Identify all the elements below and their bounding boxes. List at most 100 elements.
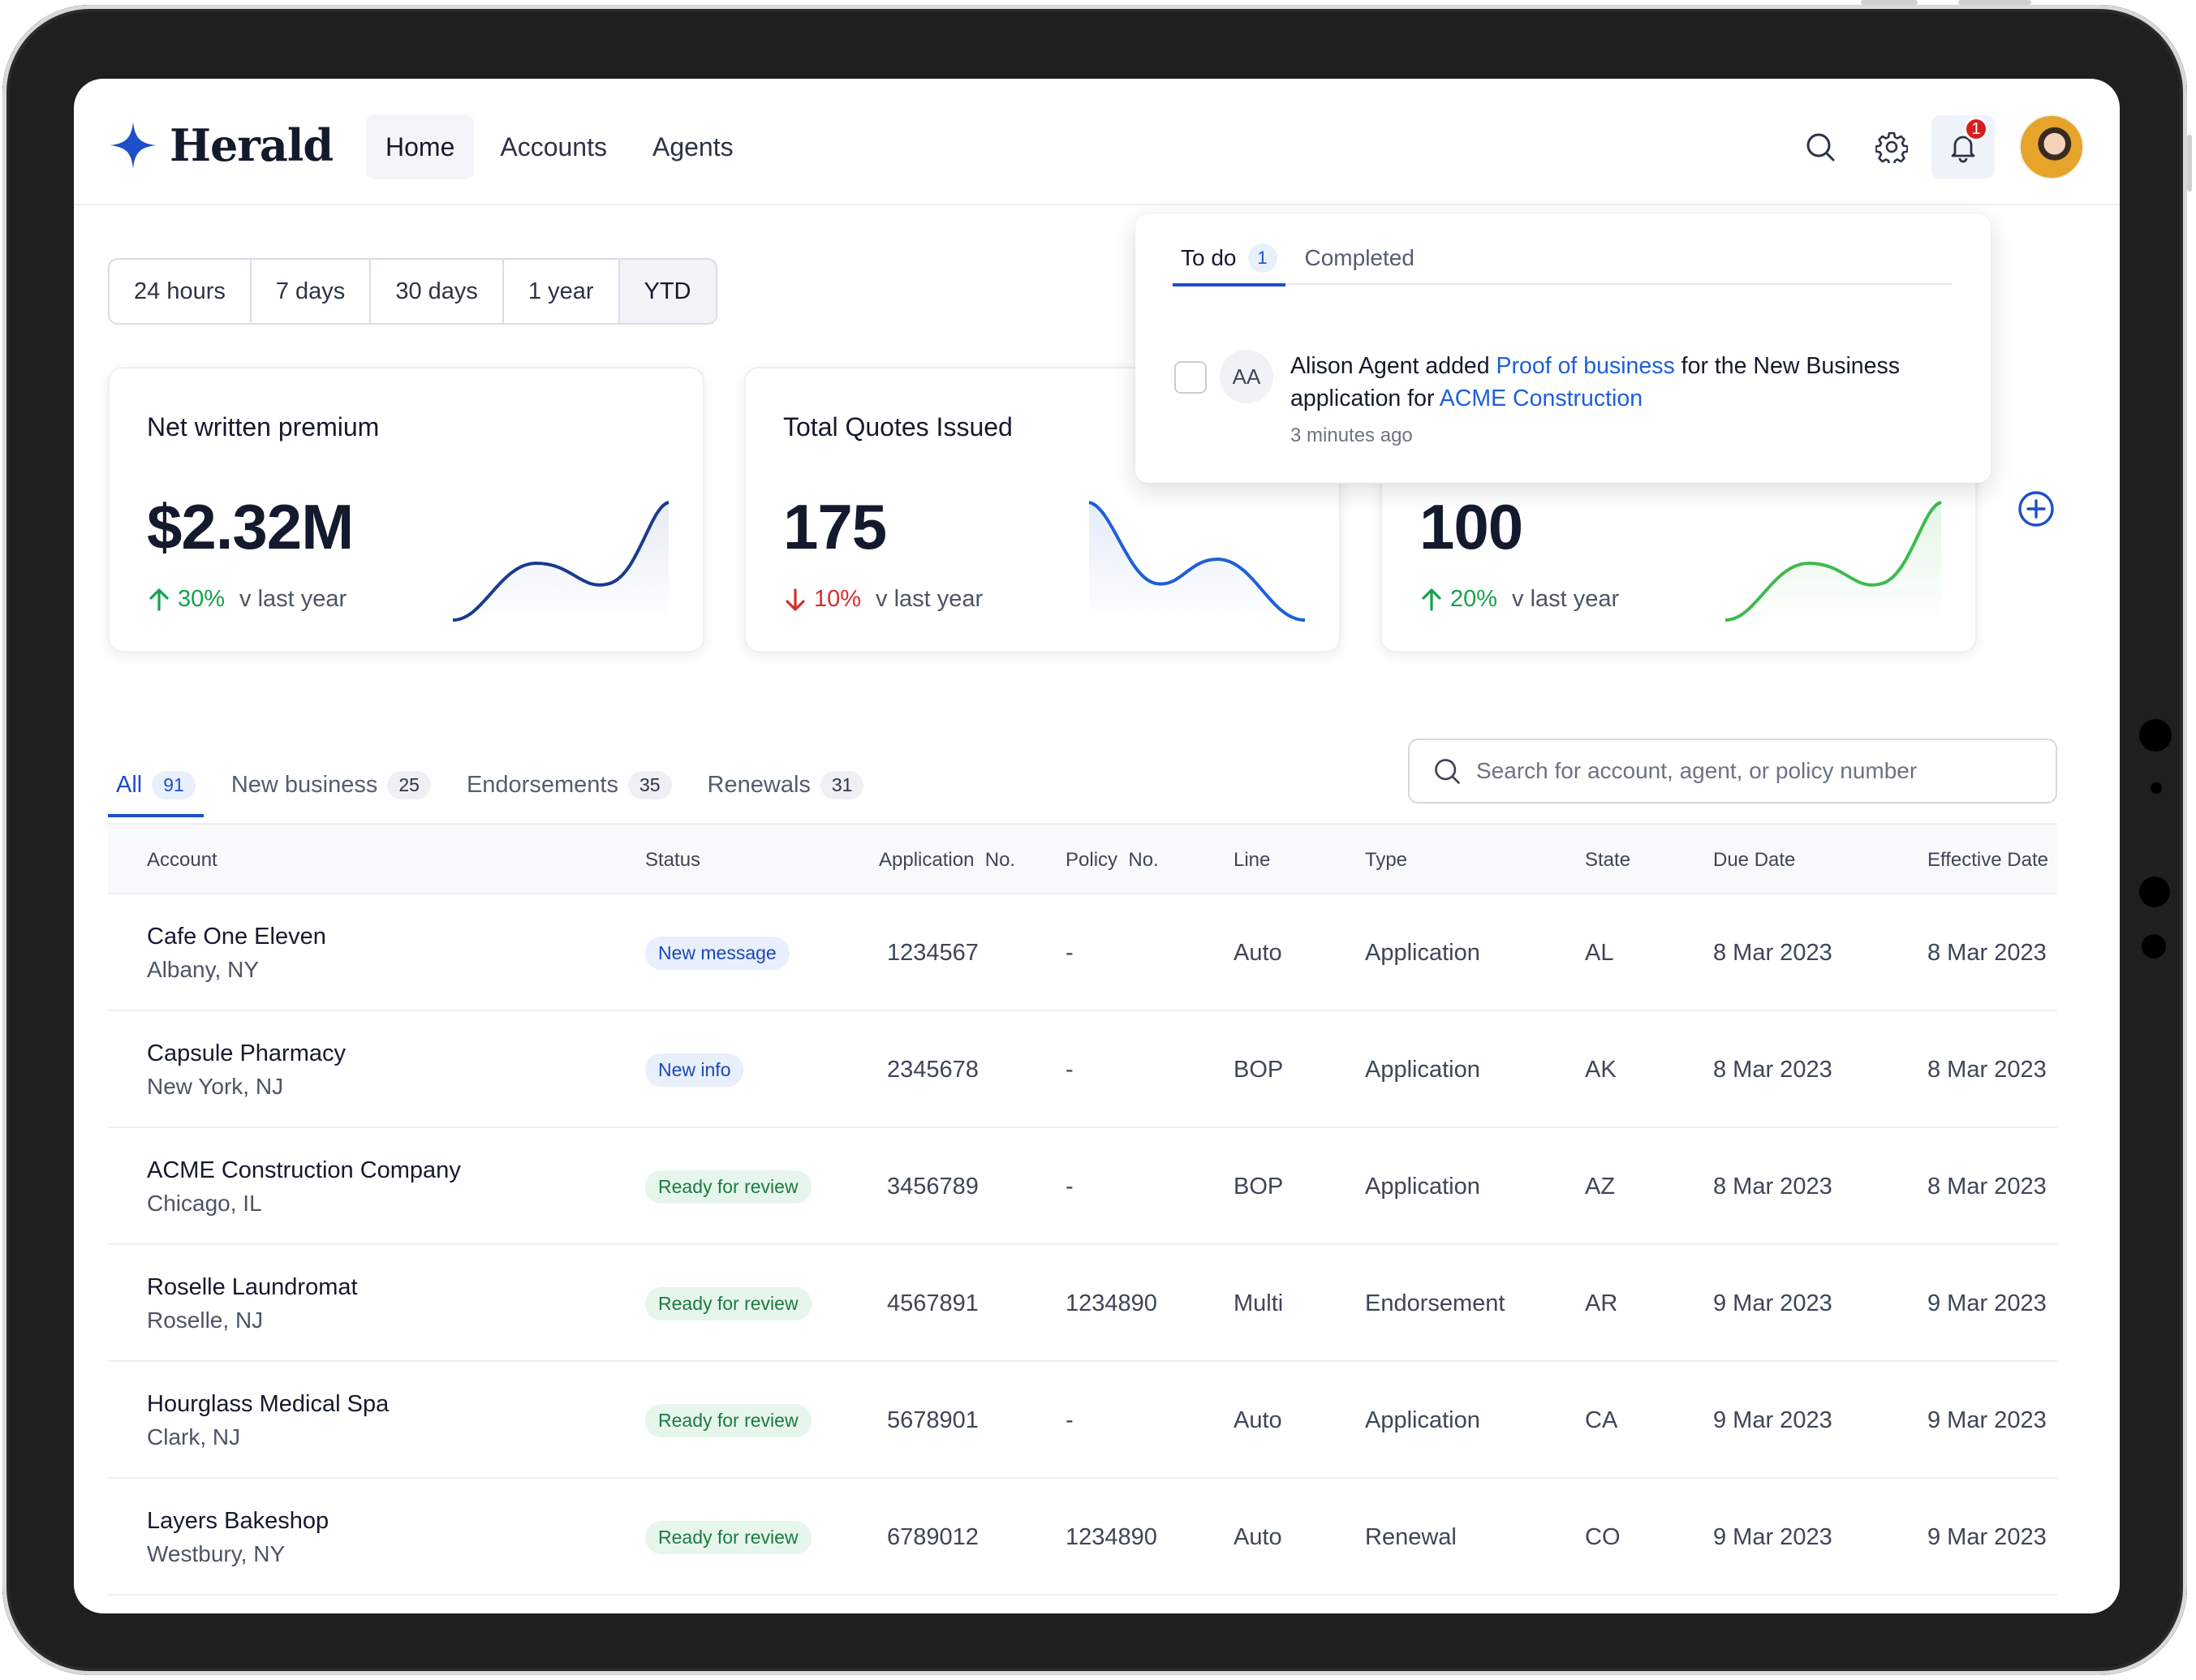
tab-to-do[interactable]: To do 1 [1173,231,1285,286]
tab-new-business[interactable]: New business 25 [223,752,439,817]
account-link[interactable]: ACME Construction [1439,386,1643,411]
account-location: Westbury, NY [147,1540,286,1566]
cell-type: Renewal [1365,1523,1457,1550]
cell-effective-date: 8 Mar 2023 [1927,939,2047,966]
cell-due-date: 9 Mar 2023 [1713,1290,1832,1316]
metric-value: $2.32M [147,491,354,562]
col-policy-no[interactable]: Policy No. [1066,849,1159,871]
cell-account: ACME Construction Company Chicago, IL [147,1128,461,1245]
tab-all[interactable]: All 91 [108,752,204,817]
user-avatar[interactable] [2019,114,2084,179]
settings-button[interactable] [1860,115,1923,179]
status-badge: Ready for review [645,1286,812,1320]
tab-renewals[interactable]: Renewals 31 [700,752,872,817]
cell-line: BOP [1234,1056,1284,1083]
table-row[interactable]: ACME Construction Company Chicago, IL Read… [108,1128,2057,1245]
account-name[interactable]: ACME Construction Company [147,1157,461,1183]
popover-tabs: To do 1 Completed [1173,231,1952,286]
nav-home[interactable]: Home [366,114,475,179]
table-row[interactable]: Roselle Laundromat Roselle, NJ Ready for r… [108,1245,2057,1362]
tab-completed[interactable]: Completed [1297,231,1423,285]
tab-label: New business [230,771,378,798]
period-7-days[interactable]: 7 days [252,260,372,323]
message-text: added [1419,353,1496,379]
arrow-up-icon [149,588,169,611]
period-ytd[interactable]: YTD [619,260,716,323]
header-actions: 1 [1780,114,2084,179]
add-metric-button[interactable] [2017,489,2056,532]
table-row[interactable]: Hourglass Medical Spa Clark, NJ Ready for … [108,1362,2057,1479]
cell-status: New message [645,894,790,1011]
accounts-table: Account Status Application No. Policy No… [108,823,2057,1596]
metric-value: 175 [783,491,887,562]
status-badge: New info [645,1053,744,1087]
col-account[interactable]: Account [147,849,217,871]
search-button[interactable] [1789,115,1852,179]
status-badge: New message [645,936,790,970]
account-name[interactable]: Hourglass Medical Spa [147,1390,390,1417]
account-name[interactable]: Capsule Pharmacy [147,1040,346,1066]
tab-count: 31 [820,770,864,799]
tab-count: 25 [387,770,431,799]
delta-label: v last year [876,586,984,612]
col-status[interactable]: Status [645,849,701,871]
table-row[interactable]: Capsule Pharmacy New York, NJ New info 2345… [108,1011,2057,1128]
table-row[interactable]: Cafe One Eleven Albany, NY New message 1234… [108,894,2057,1011]
delta-label: v last year [239,586,347,612]
document-link[interactable]: Proof of business [1496,353,1675,379]
delta-percent: 20% [1450,586,1498,612]
account-location: Clark, NJ [147,1424,241,1450]
filter-tabs: All 91 New business 25 Endorsements 35 R… [108,752,891,817]
top-button [1958,0,2031,5]
account-location: Chicago, IL [147,1190,262,1216]
cell-line: Auto [1234,1523,1282,1550]
todo-checkbox[interactable] [1174,361,1207,394]
account-location: Roselle, NJ [147,1307,264,1333]
gear-icon [1875,131,1908,163]
cell-status: Ready for review [645,1479,812,1596]
nav-agents[interactable]: Agents [652,131,734,162]
col-state[interactable]: State [1585,849,1631,871]
cell-status: Ready for review [645,1362,812,1479]
notification-time: 3 minutes ago [1290,424,1413,446]
account-name[interactable]: Cafe One Eleven [147,923,326,950]
cell-effective-date: 8 Mar 2023 [1927,1173,2047,1200]
table-row[interactable]: Layers Bakeshop Westbury, NY Ready for rev… [108,1479,2057,1596]
period-30-days[interactable]: 30 days [371,260,504,323]
arrow-up-icon [1422,588,1441,611]
metric-card-premium[interactable]: Net written premium $2.32M 30% v last ye… [108,367,704,653]
col-effective-date[interactable]: Effective Date [1927,849,2048,871]
search-icon [1806,133,1835,162]
top-bar: Herald Home Accounts Agents [74,79,2120,205]
nav-accounts[interactable]: Accounts [500,131,607,162]
cell-due-date: 8 Mar 2023 [1713,1056,1832,1083]
col-due-date[interactable]: Due Date [1713,849,1796,871]
search-icon [1435,759,1460,784]
col-type[interactable]: Type [1365,849,1408,871]
tab-label: Completed [1304,245,1414,270]
top-button [1861,0,1918,5]
agent-avatar: AA [1220,350,1273,403]
cell-application-no: 5678901 [887,1406,979,1433]
account-name[interactable]: Layers Bakeshop [147,1507,329,1534]
cell-type: Application [1365,1406,1480,1433]
cell-policy-no: - [1066,939,1074,966]
period-1-year[interactable]: 1 year [504,260,620,323]
tab-endorsements[interactable]: Endorsements 35 [459,752,680,817]
search-input[interactable]: Search for account, agent, or policy num… [1408,739,2057,803]
logo[interactable]: Herald [108,119,334,171]
col-application-no[interactable]: Application No. [879,849,1016,871]
plus-circle-icon [2018,491,2054,527]
cell-status: Ready for review [645,1128,812,1245]
period-24-hours[interactable]: 24 hours [110,260,252,323]
cell-account: Hourglass Medical Spa Clark, NJ [147,1362,389,1479]
cell-account: Cafe One Eleven Albany, NY [147,894,326,1011]
cell-due-date: 9 Mar 2023 [1713,1523,1832,1550]
account-name[interactable]: Roselle Laundromat [147,1273,358,1300]
notifications-button[interactable]: 1 [1931,115,1995,179]
bell-icon [1951,136,1975,163]
cell-state: AL [1585,939,1614,966]
col-line[interactable]: Line [1234,849,1271,871]
metric-value: 100 [1419,491,1523,562]
cell-effective-date: 9 Mar 2023 [1927,1406,2047,1433]
